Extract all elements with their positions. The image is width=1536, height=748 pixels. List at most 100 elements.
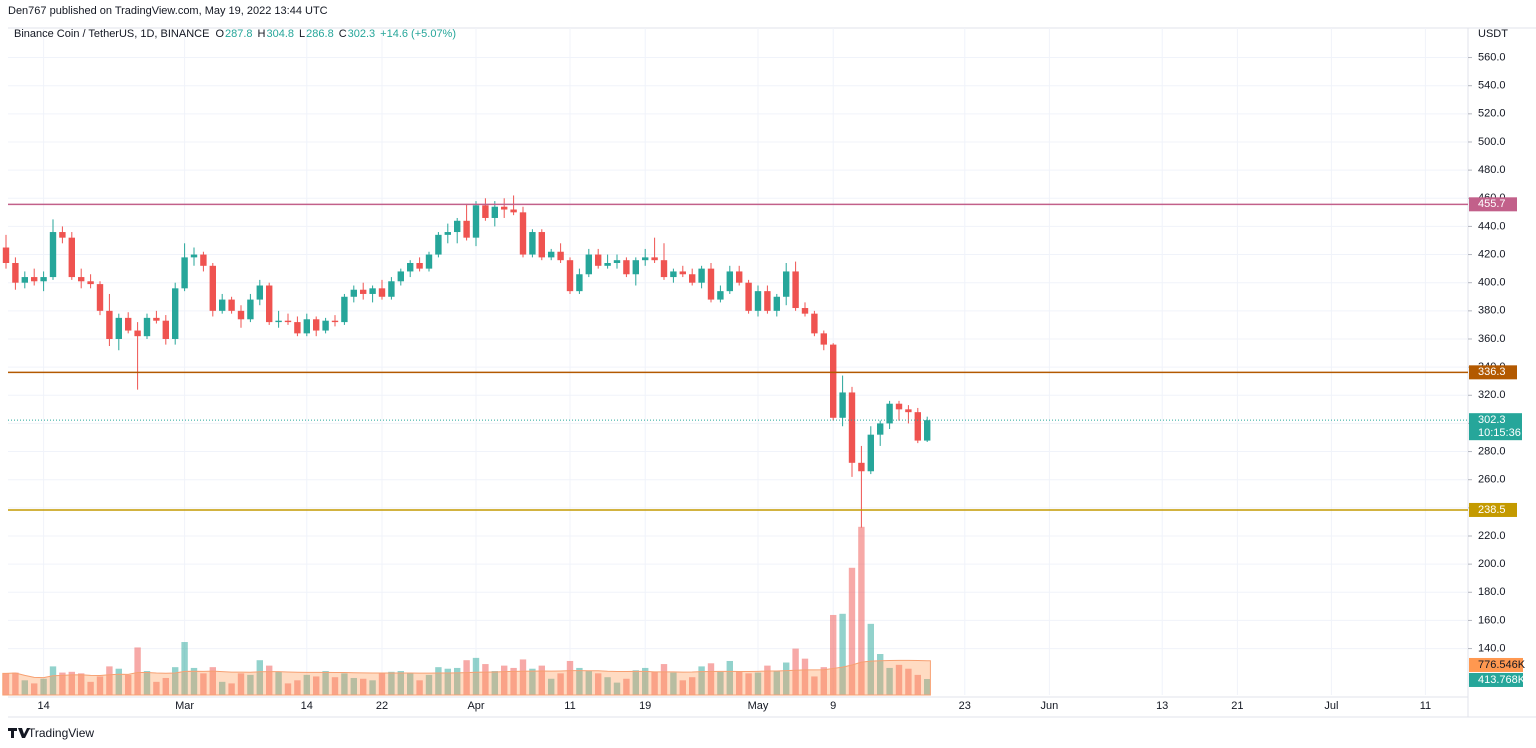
volume-bar: [350, 677, 357, 695]
y-tick-label: 160.0: [1478, 614, 1506, 626]
candle-body: [454, 220, 461, 233]
x-tick-label: Mar: [175, 700, 194, 712]
volume-bar: [914, 674, 921, 695]
candle-body: [284, 320, 292, 323]
volume-bar: [924, 679, 931, 695]
candle-body: [585, 254, 592, 275]
candle-body: [435, 234, 442, 255]
candle-body: [397, 271, 404, 282]
candle-body: [350, 289, 357, 297]
publisher: Den767 published on TradingView.com, May…: [8, 5, 328, 17]
candle-body: [491, 206, 498, 218]
level-label: 455.7: [1478, 198, 1506, 210]
candle-body: [209, 265, 216, 311]
volume-bar: [689, 677, 696, 695]
candle-body: [848, 392, 856, 463]
volume-bar: [153, 681, 160, 695]
volume-bar: [407, 673, 414, 695]
candle-body: [726, 271, 733, 292]
candle-body: [877, 423, 884, 435]
x-tick-label: 23: [959, 700, 971, 712]
x-tick-label: 19: [639, 700, 651, 712]
volume-bar: [820, 667, 827, 695]
last-price-box: [1469, 413, 1522, 441]
volume-bar: [369, 680, 376, 695]
candle-body: [482, 205, 489, 218]
candle-body: [2, 247, 10, 263]
volume-bar: [162, 677, 169, 695]
candle-body: [538, 232, 545, 258]
footer: TradingView: [28, 726, 95, 740]
volume-last-label: 413.768K: [1478, 674, 1526, 686]
volume-bar: [59, 672, 66, 695]
volume-bar: [642, 667, 649, 695]
volume-bar: [858, 526, 865, 695]
volume-bar: [40, 678, 47, 695]
volume-bar: [247, 674, 254, 695]
countdown: 10:15:36: [1478, 427, 1521, 439]
volume-bar: [566, 660, 574, 695]
volume-bar: [125, 674, 132, 695]
volume-bar: [557, 673, 564, 695]
candle-body: [378, 288, 386, 297]
candle-body: [416, 262, 423, 269]
volume-bar: [275, 671, 282, 695]
candle-body: [134, 330, 141, 337]
candle-body: [679, 271, 686, 275]
volume-bar: [726, 660, 733, 695]
candle-body: [566, 260, 574, 292]
volume-bar: [237, 673, 245, 695]
volume-bar: [360, 678, 367, 695]
last-price-label: 302.3: [1478, 414, 1506, 426]
candle-body: [425, 254, 433, 269]
candle-body: [660, 260, 668, 278]
candle-body: [773, 296, 780, 311]
volume-bar: [134, 647, 141, 695]
grid: [8, 28, 1468, 695]
volume-bar: [68, 671, 75, 695]
volume-bar: [538, 665, 545, 695]
candle-body: [21, 277, 28, 283]
volume-bar: [425, 674, 433, 695]
candle-body: [266, 285, 273, 323]
volume-bar: [848, 567, 856, 695]
candle-body: [764, 291, 771, 311]
candle-body: [275, 320, 282, 323]
volume-bar: [463, 660, 470, 695]
volume-bar: [294, 680, 301, 695]
candle-body: [162, 320, 169, 339]
y-tick-label: 220.0: [1478, 530, 1506, 542]
x-tick-label: May: [748, 700, 769, 712]
candle-body: [820, 333, 827, 345]
y-tick-label: 440.0: [1478, 220, 1506, 232]
candle-body: [49, 232, 57, 278]
legend-value: 304.8: [266, 28, 295, 40]
candle-body: [858, 462, 865, 472]
volume-bar: [491, 671, 498, 695]
candle-body: [698, 268, 705, 283]
candle-body: [360, 289, 367, 294]
candle-body: [228, 299, 235, 311]
candle-body: [190, 254, 198, 258]
volume-bar: [482, 664, 489, 695]
volume-bar: [416, 680, 423, 695]
x-tick-label: 22: [376, 700, 388, 712]
candle-body: [59, 232, 66, 238]
candle-body: [407, 262, 414, 272]
candle-body: [839, 392, 846, 418]
volume-bar: [604, 677, 611, 695]
volume-ma-area: [2, 659, 931, 696]
candle-body: [792, 271, 799, 309]
volume-bar: [12, 672, 19, 695]
volume-bar: [745, 673, 752, 695]
volume-bar: [435, 667, 442, 695]
candle-body: [256, 285, 263, 300]
volume-bar: [585, 671, 592, 695]
volume-bar: [172, 667, 179, 695]
x-tick-label: Jul: [1324, 700, 1338, 712]
volume-bar: [707, 663, 715, 695]
x-tick-label: Jun: [1041, 700, 1059, 712]
